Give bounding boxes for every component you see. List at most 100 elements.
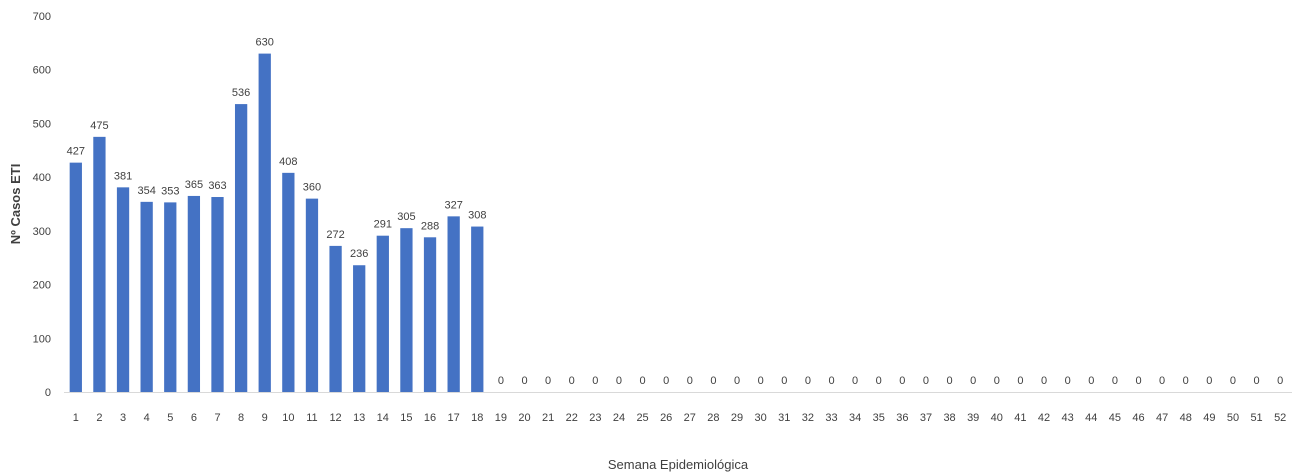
x-tick-label: 21 — [542, 412, 554, 424]
data-label: 0 — [1254, 375, 1260, 387]
data-label: 327 — [444, 199, 462, 211]
data-label: 0 — [899, 375, 905, 387]
x-tick-label: 3 — [120, 412, 126, 424]
x-tick-label: 10 — [282, 412, 294, 424]
x-tick-label: 22 — [566, 412, 578, 424]
bar — [353, 265, 366, 392]
x-tick-label: 34 — [849, 412, 861, 424]
x-tick-label: 15 — [400, 412, 412, 424]
x-tick-label: 18 — [471, 412, 483, 424]
bar — [93, 136, 106, 392]
x-tick-label: 12 — [329, 412, 341, 424]
data-label: 408 — [279, 156, 297, 168]
y-tick-label: 0 — [45, 387, 51, 399]
data-label: 0 — [734, 375, 740, 387]
data-label: 0 — [947, 375, 953, 387]
x-tick-label: 48 — [1180, 412, 1192, 424]
x-tick-label: 37 — [920, 412, 932, 424]
x-tick-label: 27 — [684, 412, 696, 424]
data-label: 427 — [67, 146, 85, 158]
x-tick-label: 39 — [967, 412, 979, 424]
y-tick-label: 100 — [33, 333, 51, 345]
bar — [140, 201, 153, 392]
data-label: 0 — [710, 375, 716, 387]
bar — [69, 162, 82, 392]
data-label: 0 — [1277, 375, 1283, 387]
bar — [116, 187, 130, 392]
x-tick-label: 30 — [755, 412, 767, 424]
x-tick-label: 31 — [778, 412, 790, 424]
x-tick-label: 45 — [1109, 412, 1121, 424]
data-label: 475 — [90, 120, 108, 132]
data-label: 0 — [663, 375, 669, 387]
x-tick-label: 32 — [802, 412, 814, 424]
data-label: 0 — [828, 375, 834, 387]
x-tick-label: 8 — [238, 412, 244, 424]
y-tick-label: 500 — [33, 118, 51, 130]
data-label: 0 — [876, 375, 882, 387]
x-axis-title: Semana Epidemiológica — [608, 457, 749, 472]
y-tick-label: 300 — [33, 226, 51, 238]
data-label: 0 — [1065, 375, 1071, 387]
x-tick-label: 11 — [306, 412, 317, 424]
x-tick-label: 7 — [214, 412, 220, 424]
data-label: 236 — [350, 248, 368, 260]
bar — [164, 202, 177, 392]
data-labels: 427 475 381 354 353 365 363 536 630 408 360 272 236 2… — [67, 37, 1284, 387]
x-tick-label: 47 — [1156, 412, 1168, 424]
data-label: 0 — [1135, 375, 1141, 387]
x-tick-label: 16 — [424, 412, 436, 424]
y-tick-label: 700 — [33, 11, 51, 23]
data-label: 630 — [256, 37, 274, 49]
x-tick-label: 14 — [377, 412, 389, 424]
data-label: 0 — [1112, 375, 1118, 387]
x-tick-label: 23 — [589, 412, 601, 424]
data-label: 0 — [994, 375, 1000, 387]
x-tick-label: 24 — [613, 412, 625, 424]
bar — [329, 245, 342, 392]
data-label: 0 — [923, 375, 929, 387]
data-label: 360 — [303, 182, 321, 194]
y-tick-label: 200 — [33, 280, 51, 292]
bar — [305, 198, 319, 392]
x-tick-label: 1 — [73, 412, 79, 424]
y-axis-title: Nº Casos ETI — [8, 164, 23, 245]
x-tick-label: 49 — [1203, 412, 1215, 424]
data-label: 288 — [421, 220, 439, 232]
x-tick-label: 41 — [1014, 412, 1026, 424]
data-label: 0 — [805, 375, 811, 387]
x-tick-label: 42 — [1038, 412, 1050, 424]
x-tick-label: 6 — [191, 412, 197, 424]
data-label: 354 — [137, 185, 155, 197]
x-axis-ticks: 1 2 3 4 5 6 7 8 9 10 11 12 13 14 15 16 17 18 19 20 21 22 23 24 2… — [73, 412, 1287, 424]
bar — [234, 104, 248, 392]
x-tick-label: 2 — [96, 412, 102, 424]
data-label: 0 — [970, 375, 976, 387]
x-tick-label: 51 — [1250, 412, 1262, 424]
bars — [69, 53, 484, 392]
data-label: 363 — [208, 180, 226, 192]
data-label: 0 — [687, 375, 693, 387]
data-label: 0 — [616, 375, 622, 387]
data-label: 0 — [1206, 375, 1212, 387]
data-label: 0 — [545, 375, 551, 387]
bar — [187, 195, 201, 392]
data-label: 0 — [758, 375, 764, 387]
data-label: 365 — [185, 179, 203, 191]
x-tick-label: 28 — [707, 412, 719, 424]
x-tick-label: 4 — [144, 412, 150, 424]
bar — [376, 235, 389, 392]
data-label: 0 — [1183, 375, 1189, 387]
data-label: 291 — [374, 219, 392, 231]
x-tick-label: 5 — [167, 412, 173, 424]
data-label: 0 — [1159, 375, 1165, 387]
x-tick-label: 29 — [731, 412, 743, 424]
bar — [211, 197, 224, 392]
bar — [471, 226, 484, 392]
x-tick-label: 36 — [896, 412, 908, 424]
data-label: 308 — [468, 210, 486, 222]
x-tick-label: 19 — [495, 412, 507, 424]
bar — [400, 228, 413, 392]
x-tick-label: 26 — [660, 412, 672, 424]
bar — [423, 237, 437, 392]
